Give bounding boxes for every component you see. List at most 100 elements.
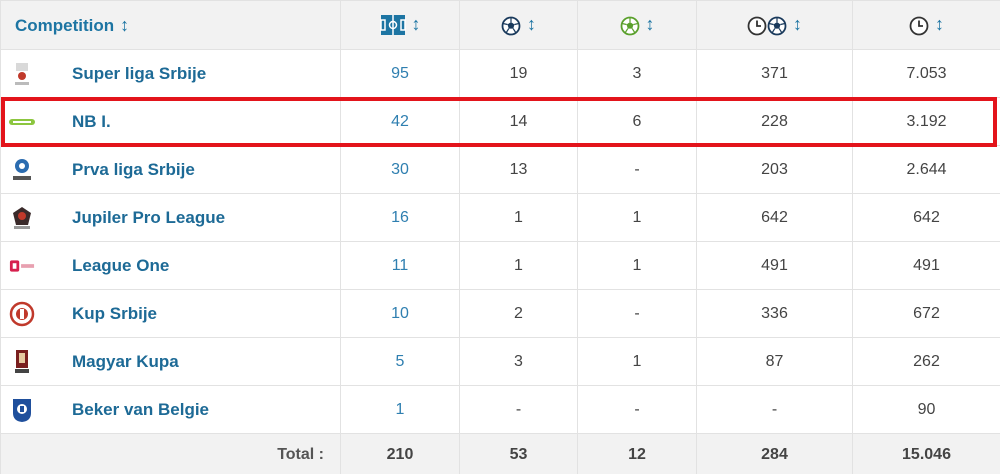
assists-cell: 1 <box>577 193 697 242</box>
competition-cell: Jupiler Pro League <box>0 193 341 242</box>
total-minutes-played: 15.046 <box>852 433 1000 474</box>
competition-link[interactable]: Kup Srbije <box>72 303 158 323</box>
competition-cell: NB I. <box>0 97 341 146</box>
minutes-per-goal-cell: 203 <box>696 145 853 194</box>
assists-column-header[interactable]: ↕ <box>577 0 697 50</box>
assists-cell: 3 <box>577 49 697 98</box>
table-row: Jupiler Pro League 16 1 1 642 642 <box>0 193 1000 242</box>
goals-cell: 2 <box>459 289 578 338</box>
minutes-played-cell: 90 <box>852 385 1000 434</box>
table-row: Kup Srbije 10 2 - 336 672 <box>0 289 1000 338</box>
minutes-per-goal-cell: 491 <box>696 241 853 290</box>
sort-arrows-icon[interactable]: ↕ <box>411 13 421 34</box>
magyar-kupa-logo <box>9 349 35 375</box>
goals-column-header[interactable]: ↕ <box>459 0 578 50</box>
competition-cell: Super liga Srbije <box>0 49 341 98</box>
sort-arrows-icon[interactable]: ↕ <box>527 14 536 35</box>
super-liga-srbije-logo <box>9 61 35 87</box>
minutes-played-cell: 491 <box>852 241 1000 290</box>
table-row: Prva liga Srbije 30 13 - 203 2.644 <box>0 145 1000 194</box>
goals-cell: 1 <box>459 241 578 290</box>
total-appearances: 210 <box>340 433 460 474</box>
appearances-cell[interactable]: 5 <box>340 337 460 386</box>
table-row: NB I. 42 14 6 228 3.192 <box>0 97 1000 146</box>
appearances-cell[interactable]: 95 <box>340 49 460 98</box>
appearances-cell[interactable]: 11 <box>340 241 460 290</box>
table-row: Super liga Srbije 95 19 3 371 7.053 <box>0 49 1000 98</box>
assists-ball-icon <box>620 16 640 36</box>
competition-cell: Kup Srbije <box>0 289 341 338</box>
table-row: League One 11 1 1 491 491 <box>0 241 1000 290</box>
total-row: Total : 210 53 12 284 15.046 <box>0 433 1000 474</box>
appearances-cell[interactable]: 10 <box>340 289 460 338</box>
appearances-cell[interactable]: 30 <box>340 145 460 194</box>
minutes-per-goal-cell: 371 <box>696 49 853 98</box>
total-minutes-per-goal: 284 <box>696 433 853 474</box>
competition-link[interactable]: Jupiler Pro League <box>72 207 226 227</box>
minutes-played-cell: 642 <box>852 193 1000 242</box>
goals-cell: 3 <box>459 337 578 386</box>
table-row: Magyar Kupa 5 3 1 87 262 <box>0 337 1000 386</box>
competition-link[interactable]: Prva liga Srbije <box>72 159 195 179</box>
assists-cell: - <box>577 289 697 338</box>
minutes-played-cell: 262 <box>852 337 1000 386</box>
prva-liga-srbije-logo <box>9 157 35 183</box>
sort-arrows-icon[interactable]: ↕ <box>645 14 655 35</box>
minutes-played-cell: 672 <box>852 289 1000 338</box>
total-assists: 12 <box>577 433 697 474</box>
competition-cell: Prva liga Srbije <box>0 145 341 194</box>
goals-cell: 14 <box>459 97 578 146</box>
competition-cell: Magyar Kupa <box>0 337 341 386</box>
assists-cell: 1 <box>577 241 697 290</box>
total-goals: 53 <box>459 433 578 474</box>
competition-link[interactable]: League One <box>72 255 170 275</box>
competition-column-header[interactable]: Competition ↕ <box>0 0 341 50</box>
assists-cell: - <box>577 385 697 434</box>
minutes-per-goal-cell: 642 <box>696 193 853 242</box>
minutes-played-clock-icon <box>909 16 929 36</box>
sort-arrows-icon[interactable]: ↕ <box>935 14 944 35</box>
nb-i-logo <box>9 109 35 135</box>
minutes-per-goal-cell: - <box>696 385 853 434</box>
minutes-per-goal-cell: 336 <box>696 289 853 338</box>
goals-cell: 19 <box>459 49 578 98</box>
league-one-logo <box>9 253 35 279</box>
minutes-played-cell: 2.644 <box>852 145 1000 194</box>
beker-van-belgie-logo <box>9 397 35 423</box>
sort-arrows-icon[interactable]: ↕ <box>120 14 130 35</box>
competition-link[interactable]: Beker van Belgie <box>72 399 210 419</box>
minutes-per-goal-icon <box>747 16 787 36</box>
jupiler-pro-league-logo <box>9 205 35 231</box>
goals-cell: 1 <box>459 193 578 242</box>
appearances-cell[interactable]: 42 <box>340 97 460 146</box>
minutes-played-cell: 7.053 <box>852 49 1000 98</box>
minutes-per-goal-cell: 87 <box>696 337 853 386</box>
competition-link[interactable]: Super liga Srbije <box>72 63 207 83</box>
appearances-pitch-icon <box>379 14 406 36</box>
goals-cell: 13 <box>459 145 578 194</box>
competition-cell: League One <box>0 241 341 290</box>
goals-cell: - <box>459 385 578 434</box>
minutes-per-goal-cell: 228 <box>696 97 853 146</box>
competition-cell: Beker van Belgie <box>0 385 341 434</box>
assists-cell: - <box>577 145 697 194</box>
minutes-played-column-header[interactable]: ↕ <box>852 0 1000 50</box>
competition-header-label: Competition <box>15 15 115 35</box>
minutes-played-cell: 3.192 <box>852 97 1000 146</box>
table-row: Beker van Belgie 1 - - - 90 <box>0 385 1000 434</box>
sort-arrows-icon[interactable]: ↕ <box>793 14 802 35</box>
table-header-row: Competition ↕ ↕ <box>0 0 1000 50</box>
appearances-cell[interactable]: 1 <box>340 385 460 434</box>
appearances-column-header[interactable]: ↕ <box>340 0 460 50</box>
appearances-cell[interactable]: 16 <box>340 193 460 242</box>
competition-link[interactable]: NB I. <box>72 111 111 131</box>
minutes-per-goal-column-header[interactable]: ↕ <box>696 0 853 50</box>
competition-link[interactable]: Magyar Kupa <box>72 351 179 371</box>
total-label: Total : <box>0 433 341 474</box>
assists-cell: 6 <box>577 97 697 146</box>
kup-srbije-logo <box>9 301 35 327</box>
goals-ball-icon <box>501 16 521 36</box>
assists-cell: 1 <box>577 337 697 386</box>
